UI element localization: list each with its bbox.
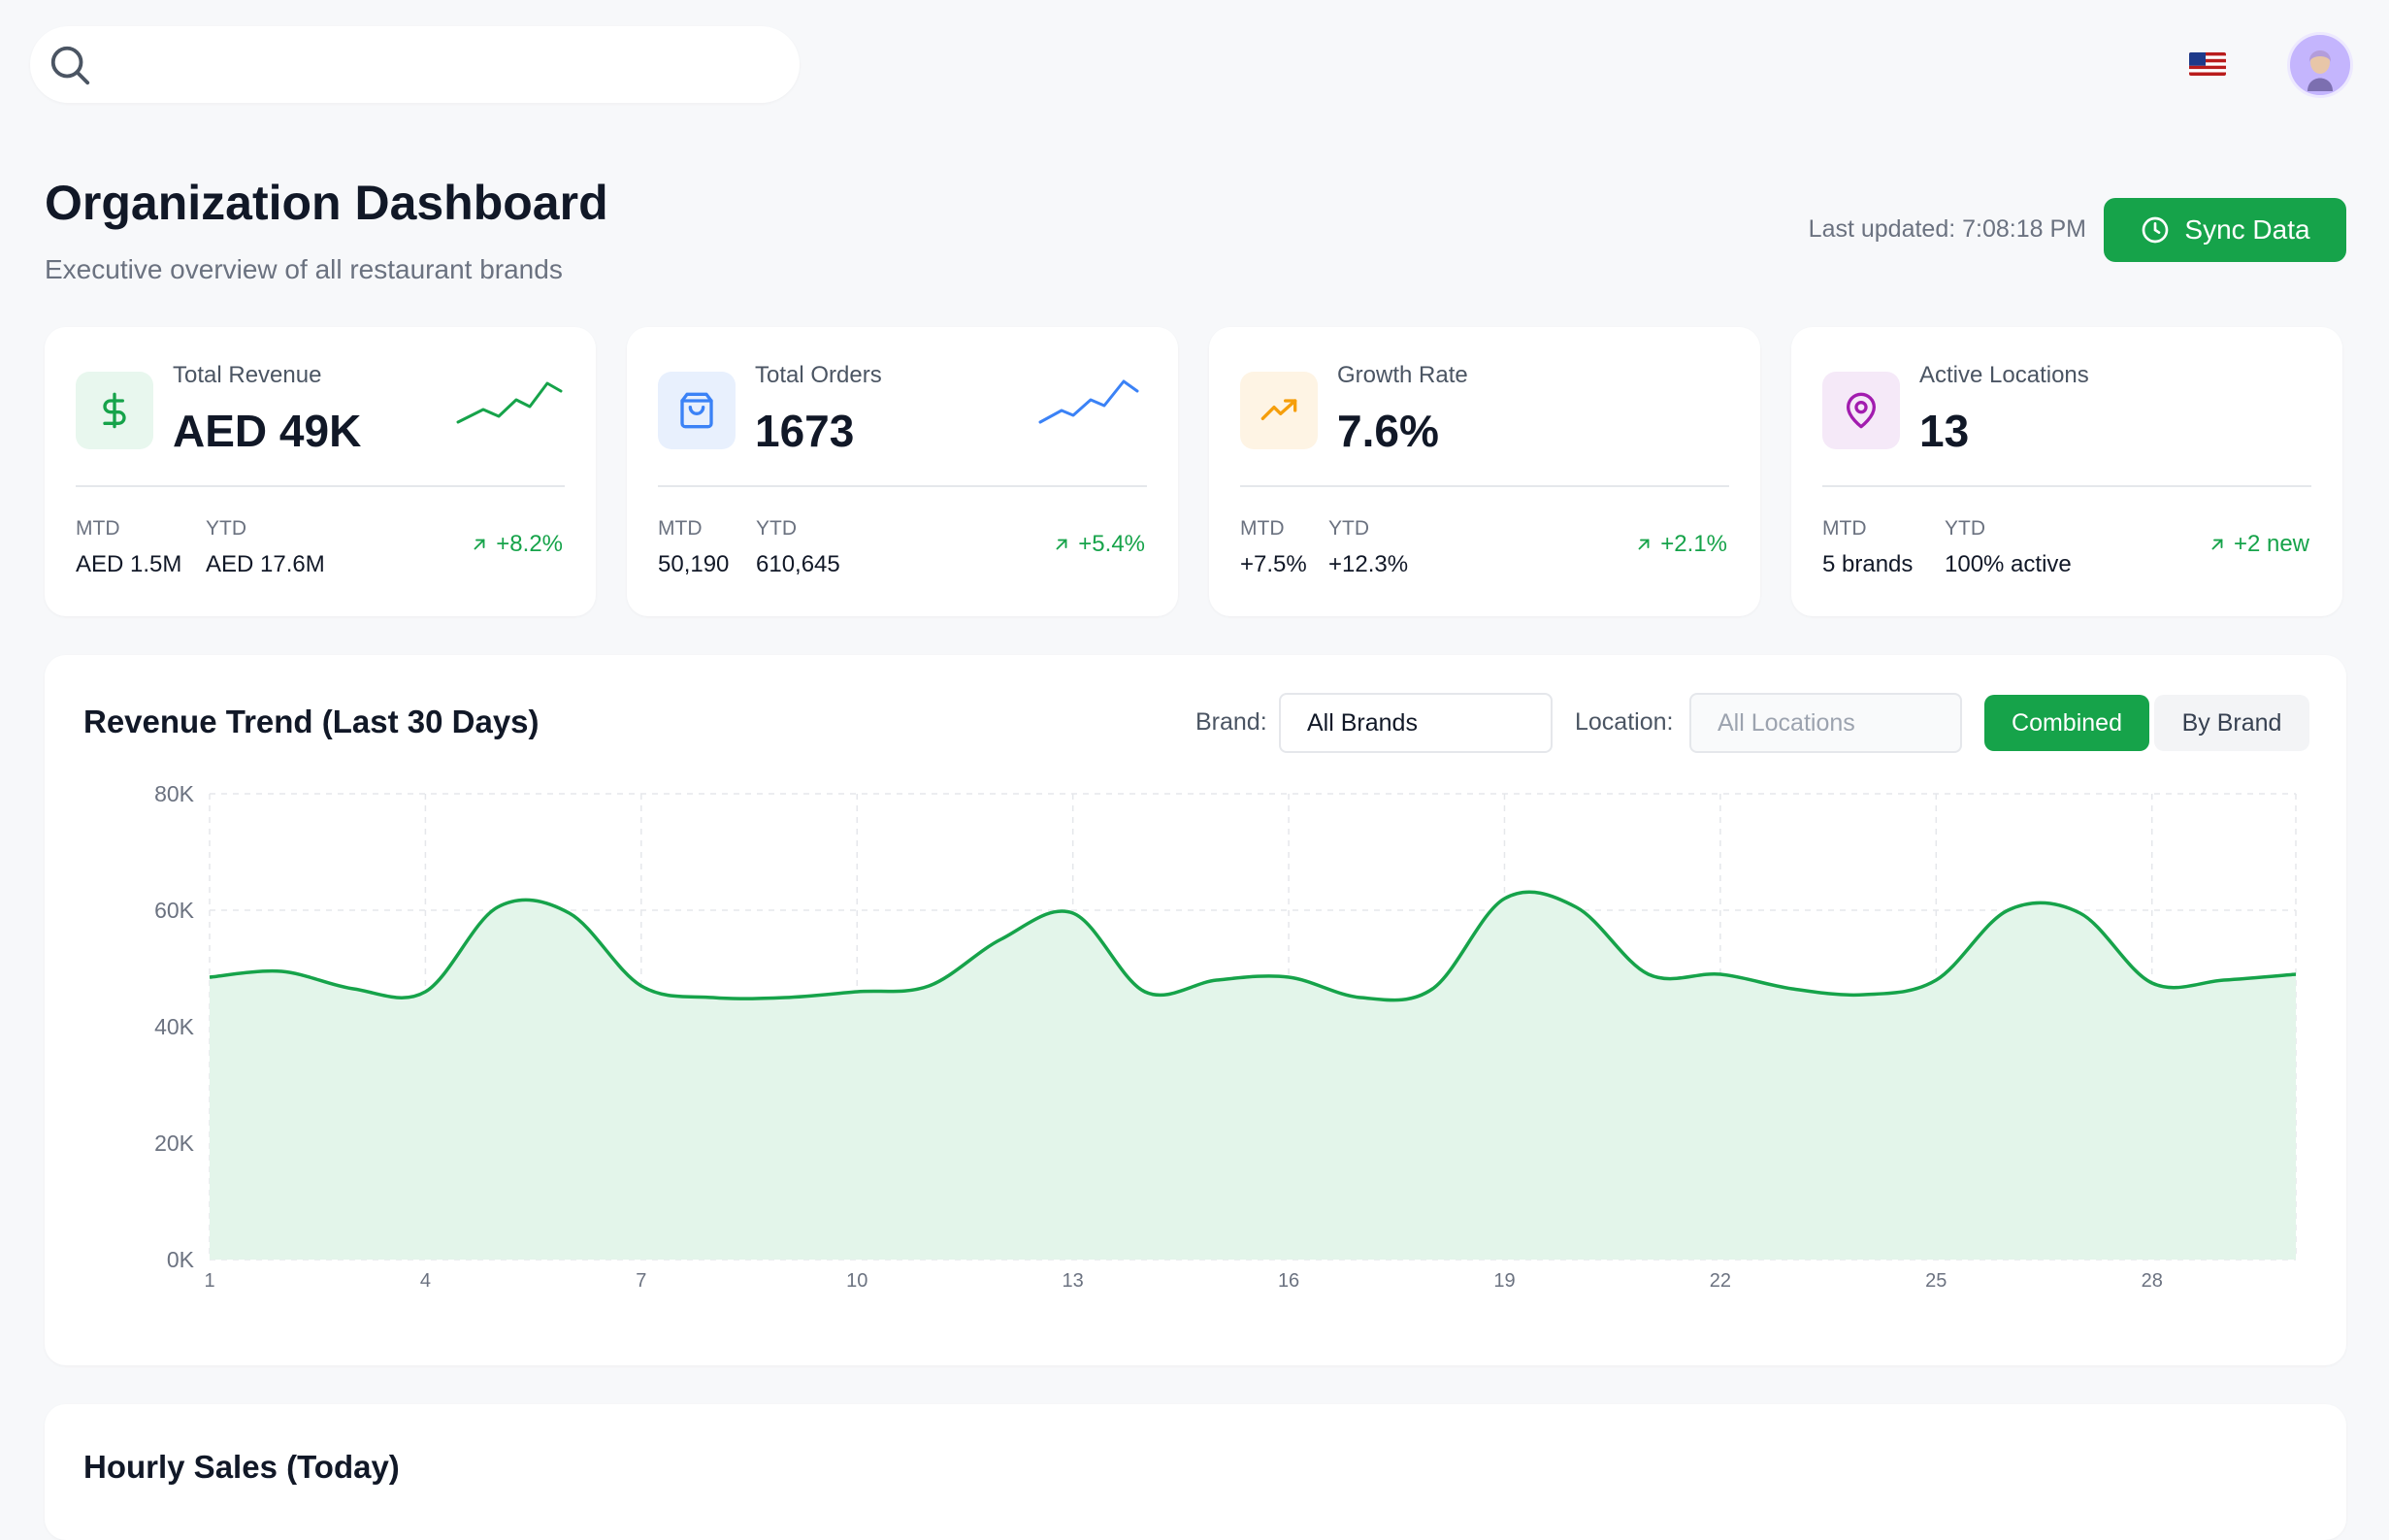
x-tick-label: 4 <box>420 1270 431 1292</box>
card-divider <box>658 485 1147 487</box>
revenue-trend-chart: 0K 20K 40K 60K 80K 1 4 7 10 13 16 19 22 25 28 <box>154 781 2297 1292</box>
stat-delta: +8.2% <box>471 531 563 558</box>
stat-value: 7.6% <box>1337 406 1439 456</box>
stat-value: 1673 <box>755 406 855 456</box>
revenue-sparkline <box>456 381 563 424</box>
stat-value: 13 <box>1919 406 1970 456</box>
card-divider <box>1240 485 1729 487</box>
mtd-value: AED 1.5M <box>76 551 182 577</box>
ytd-label: YTD <box>756 517 797 540</box>
ytd-label: YTD <box>206 517 246 540</box>
last-updated-text: Last updated: 7:08:18 PM <box>1808 215 2086 243</box>
stat-delta-value: +2 new <box>2233 531 2309 557</box>
x-tick-label: 19 <box>1493 1270 1515 1292</box>
search-icon <box>50 46 90 85</box>
card-divider <box>76 485 565 487</box>
mtd-label: MTD <box>1822 517 1867 540</box>
x-tick-label: 7 <box>636 1270 646 1292</box>
search-bar[interactable] <box>30 26 800 103</box>
mtd-label: MTD <box>1240 517 1285 540</box>
sync-data-button[interactable]: Sync Data <box>2104 198 2346 262</box>
stat-label: Total Revenue <box>173 362 322 388</box>
ytd-label: YTD <box>1328 517 1369 540</box>
arrow-up-right-icon <box>1056 539 1067 550</box>
x-tick-label: 13 <box>1063 1270 1084 1292</box>
stat-card-total-revenue: Total Revenue AED 49K MTD AED 1.5M YTD A… <box>45 327 596 616</box>
location-select[interactable]: All Locations <box>1689 693 1962 753</box>
x-tick-label: 22 <box>1710 1270 1731 1292</box>
arrow-up-right-icon <box>474 539 485 550</box>
stat-delta: +2.1% <box>1635 531 1727 558</box>
stat-card-active-locations: Active Locations 13 MTD 5 brands YTD 100… <box>1791 327 2342 616</box>
stat-label: Total Orders <box>755 362 882 388</box>
clock-icon <box>2143 216 2169 244</box>
revenue-area-fill <box>210 892 2296 1260</box>
card-divider <box>1822 485 2311 487</box>
toggle-combined[interactable]: Combined <box>1984 695 2149 751</box>
sync-data-label: Sync Data <box>2184 214 2310 245</box>
map-pin-icon <box>1822 372 1900 449</box>
ytd-value: 100% active <box>1945 551 2072 577</box>
ytd-value: AED 17.6M <box>206 551 325 577</box>
toggle-by-brand[interactable]: By Brand <box>2154 695 2309 751</box>
orders-sparkline <box>1038 379 1139 424</box>
us-flag-icon[interactable] <box>2189 52 2226 76</box>
stat-card-growth-rate: Growth Rate 7.6% MTD +7.5% YTD +12.3% +2… <box>1209 327 1760 616</box>
arrow-up-right-icon <box>2211 539 2223 550</box>
stat-delta-value: +5.4% <box>1078 531 1145 557</box>
x-tick-label: 25 <box>1925 1270 1947 1292</box>
mtd-label: MTD <box>658 517 703 540</box>
stat-label: Active Locations <box>1919 362 2089 388</box>
ytd-value: 610,645 <box>756 551 840 577</box>
y-tick-label: 80K <box>154 781 195 806</box>
revenue-line <box>209 890 2297 1002</box>
hourly-sales-title: Hourly Sales (Today) <box>83 1449 400 1485</box>
ytd-label: YTD <box>1945 517 1985 540</box>
mtd-value: +7.5% <box>1240 551 1307 577</box>
user-avatar[interactable] <box>2287 32 2353 98</box>
dollar-icon <box>76 372 153 449</box>
x-tick-label: 1 <box>204 1270 214 1292</box>
brand-filter-label: Brand: <box>1195 708 1267 736</box>
stat-delta: +5.4% <box>1053 531 1145 558</box>
brand-select[interactable]: All Brands <box>1279 693 1553 753</box>
arrow-up-right-icon <box>1638 539 1650 550</box>
stat-card-total-orders: Total Orders 1673 MTD 50,190 YTD 610,645… <box>627 327 1178 616</box>
y-tick-label: 40K <box>154 1014 195 1039</box>
y-tick-label: 60K <box>154 898 195 923</box>
mtd-label: MTD <box>76 517 120 540</box>
stat-delta: +2 new <box>2209 531 2309 558</box>
page-subtitle: Executive overview of all restaurant bra… <box>45 254 563 284</box>
y-tick-label: 20K <box>154 1130 195 1156</box>
page-title: Organization Dashboard <box>45 176 608 230</box>
location-filter-label: Location: <box>1575 708 1674 736</box>
stat-delta-value: +8.2% <box>496 531 563 557</box>
stat-delta-value: +2.1% <box>1660 531 1727 557</box>
x-tick-label: 16 <box>1278 1270 1299 1292</box>
ytd-value: +12.3% <box>1328 551 1409 577</box>
y-tick-label: 0K <box>167 1247 195 1272</box>
stat-label: Growth Rate <box>1337 362 1468 388</box>
trending-up-icon <box>1240 372 1318 449</box>
x-tick-label: 10 <box>846 1270 867 1292</box>
mtd-value: 5 brands <box>1822 551 1914 577</box>
mtd-value: 50,190 <box>658 551 730 577</box>
stat-value: AED 49K <box>173 406 362 456</box>
x-tick-label: 28 <box>2142 1270 2163 1292</box>
revenue-trend-title: Revenue Trend (Last 30 Days) <box>83 704 540 739</box>
shopping-bag-icon <box>658 372 736 449</box>
